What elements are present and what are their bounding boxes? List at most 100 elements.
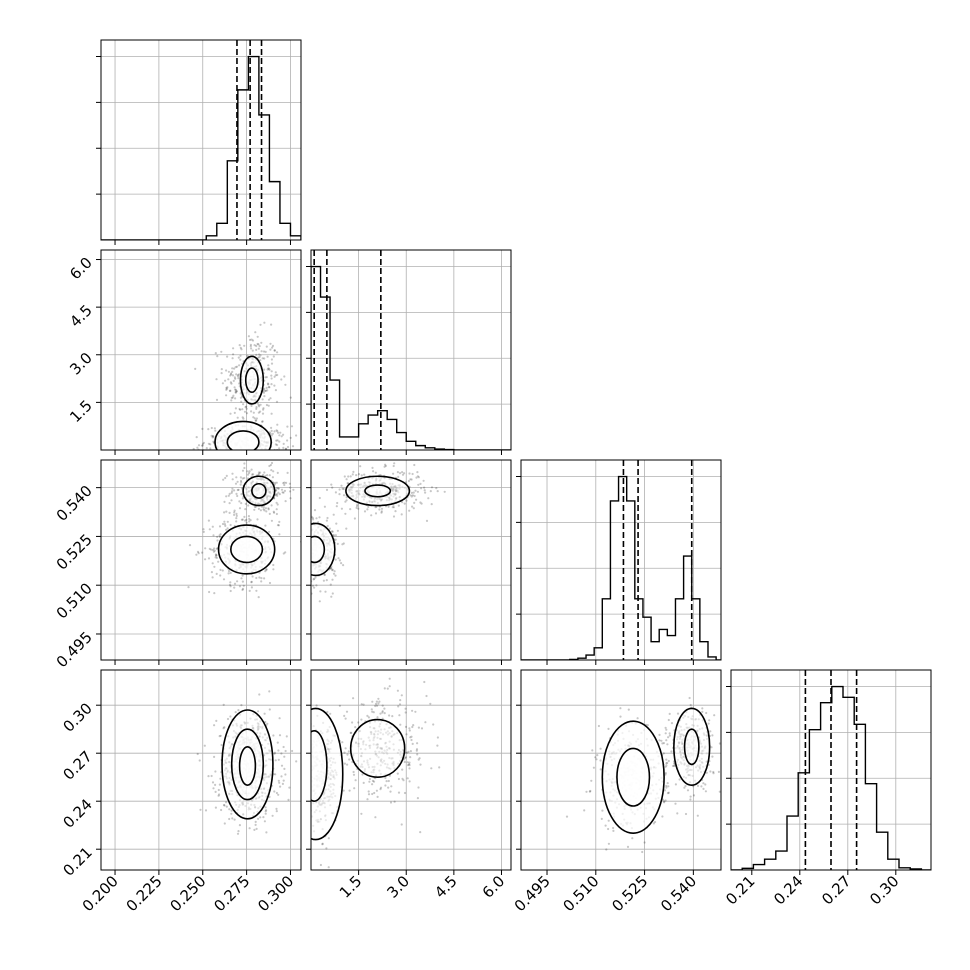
sample-point xyxy=(336,501,339,505)
sample-point xyxy=(353,787,356,790)
sample-point xyxy=(308,782,310,784)
sample-point xyxy=(343,751,346,754)
sample-point xyxy=(296,780,298,782)
sample-point xyxy=(236,832,240,835)
sample-point xyxy=(344,717,347,720)
sample-point xyxy=(402,779,405,782)
sample-point xyxy=(261,357,264,360)
sample-point xyxy=(276,471,279,474)
sample-point xyxy=(265,386,268,389)
sample-point xyxy=(319,590,322,593)
sample-point xyxy=(411,742,414,746)
sample-point xyxy=(308,545,310,547)
sample-point xyxy=(305,562,307,564)
x-tick-label: 6.0 xyxy=(479,872,509,902)
sample-point xyxy=(322,579,325,582)
sample-point xyxy=(438,766,441,769)
sample-point xyxy=(265,376,268,379)
sample-point xyxy=(276,741,279,744)
sample-point xyxy=(641,850,644,854)
sample-point xyxy=(257,343,260,346)
sample-point xyxy=(280,775,283,778)
sample-point xyxy=(215,556,218,560)
sample-point xyxy=(275,791,278,795)
sample-point xyxy=(701,707,704,710)
sample-point xyxy=(236,374,240,377)
contour-line xyxy=(244,367,259,394)
sample-point xyxy=(264,376,267,379)
sample-point xyxy=(701,710,704,714)
sample-point xyxy=(220,808,223,812)
sample-point xyxy=(201,442,205,445)
sample-point xyxy=(667,718,670,722)
sample-point xyxy=(592,766,596,769)
sample-point xyxy=(268,368,271,371)
sample-point xyxy=(307,804,309,806)
sample-point xyxy=(278,434,281,437)
sample-point xyxy=(263,509,266,512)
sample-point xyxy=(250,452,252,454)
sample-point xyxy=(303,555,305,557)
sample-point xyxy=(354,726,357,729)
sample-point xyxy=(306,532,308,534)
sample-point xyxy=(410,491,413,494)
sample-point xyxy=(199,808,202,811)
sample-point xyxy=(272,568,275,571)
sample-point xyxy=(390,785,393,788)
sample-point xyxy=(326,710,329,714)
sample-point xyxy=(400,823,403,826)
sample-point xyxy=(281,491,284,494)
sample-point xyxy=(343,762,346,765)
sample-point xyxy=(279,431,282,434)
sample-point xyxy=(277,749,280,752)
sample-point xyxy=(285,735,288,738)
sample-point xyxy=(351,721,354,724)
sample-point xyxy=(376,716,379,719)
sample-point xyxy=(221,382,224,385)
sample-point xyxy=(209,447,212,450)
sample-point xyxy=(230,396,233,399)
sample-point xyxy=(305,785,307,787)
sample-point xyxy=(397,705,400,708)
sample-point xyxy=(334,558,337,561)
sample-point xyxy=(222,727,225,730)
sample-point xyxy=(243,410,247,413)
sample-point xyxy=(263,321,266,324)
sample-point xyxy=(243,453,245,455)
sample-point xyxy=(662,742,666,745)
sample-point xyxy=(211,548,215,552)
sample-point xyxy=(363,473,366,476)
sample-point xyxy=(591,749,594,752)
sample-point xyxy=(277,779,280,782)
sample-point xyxy=(288,482,291,485)
sample-point xyxy=(256,335,259,338)
sample-point xyxy=(225,801,228,804)
sample-point xyxy=(665,728,668,731)
sample-point xyxy=(409,756,412,759)
panel-frame xyxy=(520,459,722,661)
sample-point xyxy=(243,466,246,470)
sample-point xyxy=(347,475,350,478)
sample-point xyxy=(303,575,305,577)
x-tick-label: 0.525 xyxy=(608,872,651,915)
sample-point xyxy=(261,412,265,415)
sample-point xyxy=(379,786,383,789)
sample-point xyxy=(229,585,232,588)
sample-point xyxy=(406,751,409,754)
sample-point xyxy=(269,348,272,351)
density-fill xyxy=(251,483,266,499)
sample-point xyxy=(361,773,364,776)
contour-line xyxy=(601,720,665,835)
sample-point xyxy=(229,571,232,575)
sample-point xyxy=(686,789,690,792)
sample-point xyxy=(307,558,309,560)
x-tick-label: 0.300 xyxy=(254,872,297,915)
sample-point xyxy=(594,756,597,759)
sample-point xyxy=(286,425,289,428)
sample-point xyxy=(231,472,234,475)
sample-point xyxy=(232,353,235,356)
sample-point xyxy=(304,450,306,452)
sample-point xyxy=(247,335,250,338)
sample-point xyxy=(274,374,277,377)
sample-point xyxy=(264,720,267,724)
